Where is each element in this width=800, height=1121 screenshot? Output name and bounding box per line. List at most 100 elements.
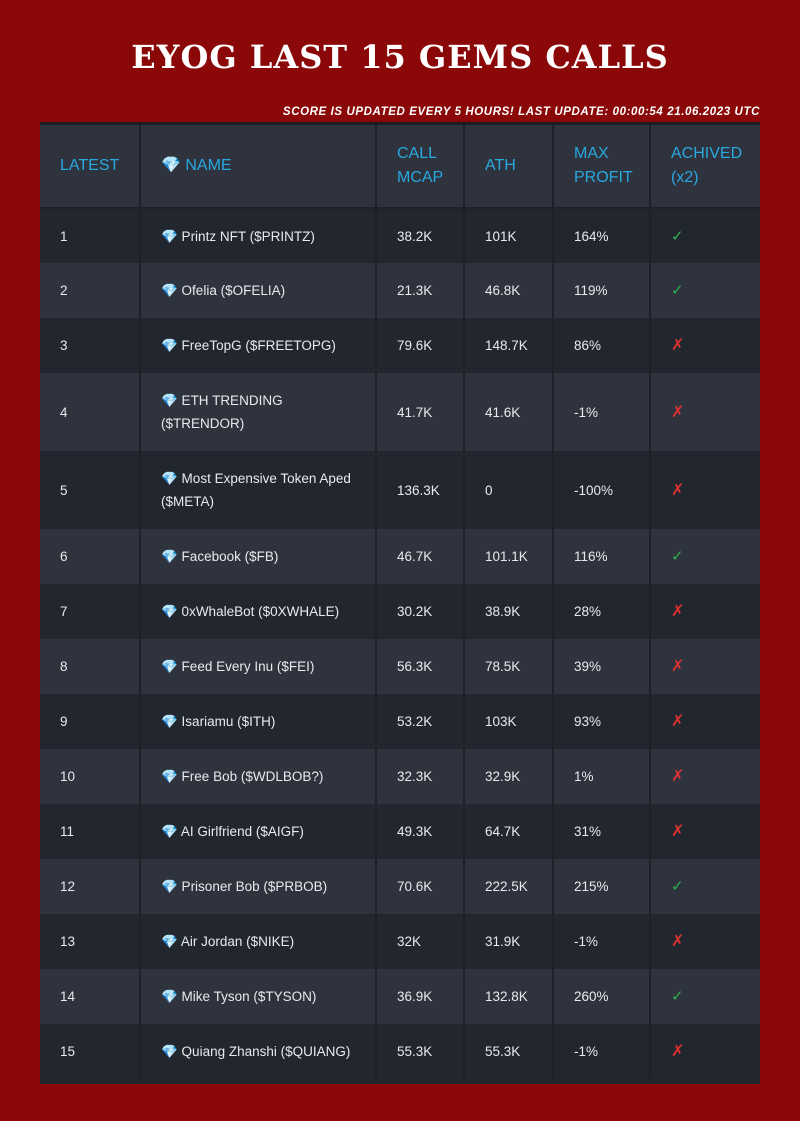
update-note: SCORE IS UPDATED EVERY 5 HOURS! LAST UPD… <box>282 106 760 118</box>
cell-name: 💎 Feed Every Inu ($FEI) <box>140 639 377 694</box>
column-header-achieved[interactable]: ACHIVED (x2) <box>650 125 760 209</box>
cell-ath: 41.6K <box>464 373 554 451</box>
cross-icon: ✗ <box>671 337 685 354</box>
cell-max-profit: -1% <box>553 914 651 969</box>
column-header-name[interactable]: 💎 NAME <box>140 125 377 209</box>
table-row: 9 💎 Isariamu ($ITH) 53.2K 103K 93% ✗ <box>40 694 760 749</box>
cell-achieved: ✓ <box>650 208 760 263</box>
cell-latest: 11 <box>40 804 141 859</box>
cell-ath: 31.9K <box>464 914 554 969</box>
cell-ath: 101.1K <box>464 529 554 584</box>
cell-latest: 14 <box>40 969 141 1024</box>
cross-icon: ✗ <box>671 603 685 620</box>
cell-max-profit: 119% <box>553 263 651 318</box>
table-row: 4 💎 ETH TRENDING ($TRENDOR) 41.7K 41.6K -1% ✗ <box>40 373 760 451</box>
table-row: 13 💎 Air Jordan ($NIKE) 32K 31.9K -1% ✗ <box>40 914 760 969</box>
cell-achieved: ✗ <box>650 1024 760 1079</box>
cell-name: 💎 ETH TRENDING ($TRENDOR) <box>140 373 377 451</box>
table-row: 1 💎 Printz NFT ($PRINTZ) 38.2K 101K 164% ✓ <box>40 208 760 263</box>
table-row: 7 💎 0xWhaleBot ($0XWHALE) 30.2K 38.9K 28% ✗ <box>40 584 760 639</box>
cell-max-profit: 28% <box>553 584 651 639</box>
cell-max-profit: 86% <box>553 318 651 373</box>
cell-name: 💎 AI Girlfriend ($AIGF) <box>140 804 377 859</box>
cell-call-mcap: 36.9K <box>376 969 465 1024</box>
table-body: 1 💎 Printz NFT ($PRINTZ) 38.2K 101K 164% ✓ 2 💎 … <box>40 208 760 1079</box>
cell-ath: 148.7K <box>464 318 554 373</box>
table-row: 12 💎 Prisoner Bob ($PRBOB) 70.6K 222.5K 215%… <box>40 859 760 914</box>
cross-icon: ✗ <box>671 481 685 499</box>
cross-icon: ✗ <box>671 1043 685 1060</box>
cell-name: 💎 FreeTopG ($FREETOPG) <box>140 318 377 373</box>
cross-icon: ✗ <box>671 713 685 730</box>
cell-achieved: ✗ <box>650 451 760 529</box>
cell-call-mcap: 136.3K <box>376 451 465 529</box>
cell-name: 💎 Printz NFT ($PRINTZ) <box>140 208 377 263</box>
cell-latest: 2 <box>40 263 141 318</box>
cell-max-profit: 1% <box>553 749 651 804</box>
cross-icon: ✗ <box>671 658 685 675</box>
cell-max-profit: 93% <box>553 694 651 749</box>
cell-call-mcap: 32.3K <box>376 749 465 804</box>
cell-latest: 10 <box>40 749 141 804</box>
cell-max-profit: 31% <box>553 804 651 859</box>
cell-ath: 0 <box>464 451 554 529</box>
cell-name: 💎 0xWhaleBot ($0XWHALE) <box>140 584 377 639</box>
table-row: 15 💎 Quiang Zhanshi ($QUIANG) 55.3K 55.3K -1… <box>40 1024 760 1079</box>
gems-table: LATEST 💎 NAME CALL MCAP ATH MAX PROFIT A… <box>40 122 760 1084</box>
table-row: 8 💎 Feed Every Inu ($FEI) 56.3K 78.5K 39% ✗ <box>40 639 760 694</box>
column-header-max-profit[interactable]: MAX PROFIT <box>553 125 651 209</box>
cell-ath: 55.3K <box>464 1024 554 1079</box>
cell-max-profit: 39% <box>553 639 651 694</box>
check-icon: ✓ <box>671 548 684 565</box>
cell-latest: 8 <box>40 639 141 694</box>
table-row: 6 💎 Facebook ($FB) 46.7K 101.1K 116% ✓ <box>40 529 760 584</box>
check-icon: ✓ <box>671 988 684 1005</box>
cell-max-profit: -100% <box>553 451 651 529</box>
check-icon: ✓ <box>671 227 684 245</box>
cell-call-mcap: 70.6K <box>376 859 465 914</box>
cell-achieved: ✓ <box>650 529 760 584</box>
cell-call-mcap: 55.3K <box>376 1024 465 1079</box>
cell-ath: 222.5K <box>464 859 554 914</box>
cell-latest: 7 <box>40 584 141 639</box>
table-row: 10 💎 Free Bob ($WDLBOB?) 32.3K 32.9K 1% ✗ <box>40 749 760 804</box>
cell-ath: 46.8K <box>464 263 554 318</box>
cell-latest: 4 <box>40 373 141 451</box>
table-header-row: LATEST 💎 NAME CALL MCAP ATH MAX PROFIT A… <box>40 125 760 209</box>
cell-call-mcap: 38.2K <box>376 208 465 263</box>
cell-max-profit: -1% <box>553 373 651 451</box>
cell-max-profit: 215% <box>553 859 651 914</box>
cell-call-mcap: 32K <box>376 914 465 969</box>
cell-latest: 6 <box>40 529 141 584</box>
cell-call-mcap: 79.6K <box>376 318 465 373</box>
cell-call-mcap: 41.7K <box>376 373 465 451</box>
cell-ath: 32.9K <box>464 749 554 804</box>
column-header-latest[interactable]: LATEST <box>40 125 141 209</box>
cell-call-mcap: 46.7K <box>376 529 465 584</box>
cell-max-profit: 116% <box>553 529 651 584</box>
cell-name: 💎 Ofelia ($OFELIA) <box>140 263 377 318</box>
cell-max-profit: -1% <box>553 1024 651 1079</box>
cell-name: 💎 Most Expensive Token Aped ($META) <box>140 451 377 529</box>
page-title: EYOG LAST 15 GEMS CALLS <box>131 38 669 76</box>
table-row: 11 💎 AI Girlfriend ($AIGF) 49.3K 64.7K 31% ✗ <box>40 804 760 859</box>
cell-achieved: ✗ <box>650 749 760 804</box>
cell-call-mcap: 21.3K <box>376 263 465 318</box>
table-row: 2 💎 Ofelia ($OFELIA) 21.3K 46.8K 119% ✓ <box>40 263 760 318</box>
check-icon: ✓ <box>671 878 684 895</box>
table-row: 14 💎 Mike Tyson ($TYSON) 36.9K 132.8K 260% ✓ <box>40 969 760 1024</box>
column-header-ath[interactable]: ATH <box>464 125 554 209</box>
cell-max-profit: 164% <box>553 208 651 263</box>
cell-call-mcap: 49.3K <box>376 804 465 859</box>
cell-achieved: ✗ <box>650 639 760 694</box>
cross-icon: ✗ <box>671 823 685 840</box>
cell-achieved: ✓ <box>650 859 760 914</box>
cell-ath: 38.9K <box>464 584 554 639</box>
cell-name: 💎 Quiang Zhanshi ($QUIANG) <box>140 1024 377 1079</box>
column-header-call-mcap[interactable]: CALL MCAP <box>376 125 465 209</box>
cell-achieved: ✗ <box>650 914 760 969</box>
cell-achieved: ✗ <box>650 373 760 451</box>
cell-ath: 101K <box>464 208 554 263</box>
cell-ath: 103K <box>464 694 554 749</box>
cell-max-profit: 260% <box>553 969 651 1024</box>
